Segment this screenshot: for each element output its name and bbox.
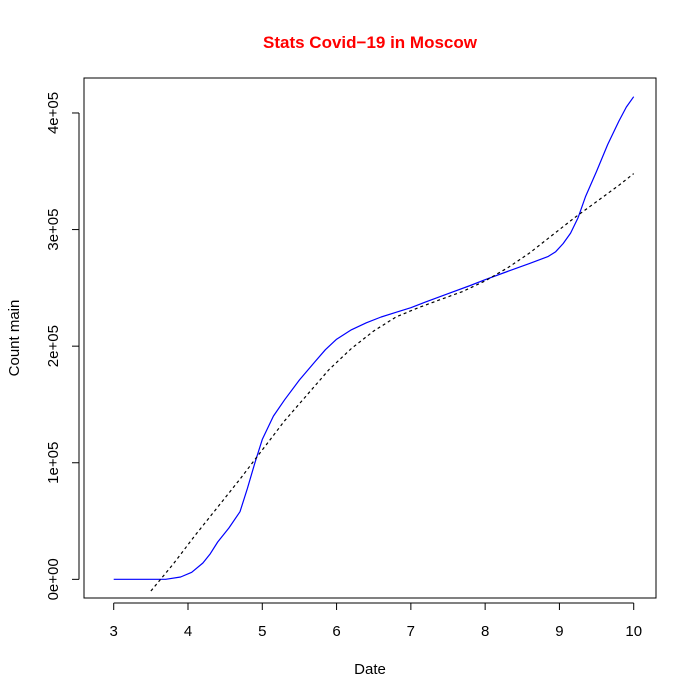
y-tick-label: 0e+00 <box>45 558 62 600</box>
plot-frame <box>83 77 657 599</box>
y-tick-label: 2e+05 <box>45 325 62 367</box>
x-tick-label: 7 <box>407 623 415 640</box>
x-tick-label: 3 <box>110 623 118 640</box>
x-tick-label: 4 <box>184 623 192 640</box>
x-axis: 3 4 5 6 7 8 9 10 <box>110 602 642 640</box>
y-axis-label: Count main <box>6 300 23 377</box>
x-axis-label: Date <box>354 661 386 678</box>
main-series-line <box>113 96 635 580</box>
series-layer <box>113 96 635 592</box>
y-tick-label: 3e+05 <box>45 208 62 250</box>
x-tick-label: 10 <box>625 623 642 640</box>
x-tick-label: 9 <box>555 623 563 640</box>
x-tick-label: 5 <box>258 623 266 640</box>
y-tick-label: 4e+05 <box>45 92 62 134</box>
x-tick-label: 8 <box>481 623 489 640</box>
y-tick-label: 1e+05 <box>45 442 62 484</box>
y-axis: 0e+00 1e+05 2e+05 3e+05 4e+05 <box>45 92 80 600</box>
x-tick-label: 6 <box>332 623 340 640</box>
chart-title: Stats Covid−19 in Moscow <box>263 33 478 52</box>
